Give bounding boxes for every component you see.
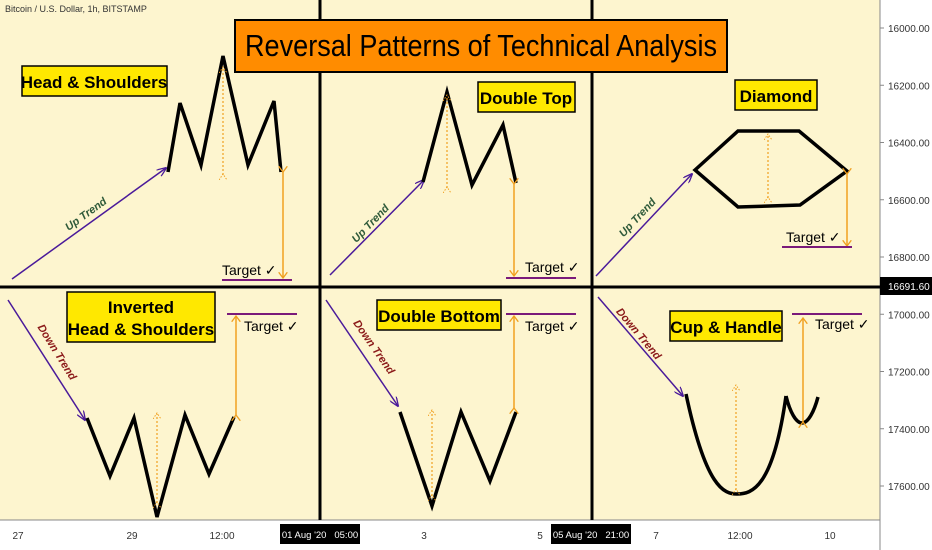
target-label: Target ✓ — [815, 316, 870, 332]
pattern-line — [166, 55, 283, 173]
pattern-label-box — [66, 291, 216, 343]
title-box — [234, 19, 728, 73]
time-tick-label: 29 — [126, 531, 138, 542]
price-tick-label: 17200.00 — [888, 368, 930, 379]
pattern-label-line-2: Head & Shoulders — [68, 320, 214, 339]
trend-arrow — [11, 168, 166, 280]
pattern-label: Double Top — [480, 89, 572, 108]
pattern-label-box — [376, 299, 502, 331]
pattern-label-box — [669, 310, 783, 342]
price-axis[interactable]: 17600.00 17400.00 17200.00 17000.00 16800.00… — [880, 24, 930, 493]
time-tick-label: 10 — [824, 531, 836, 542]
time-tick-label: 5 — [537, 531, 543, 542]
time-tick-label: 12:00 — [209, 531, 234, 542]
pattern-line — [85, 409, 236, 518]
time-axis[interactable]: 27 29 12:00 3 5 7 12:00 10 — [12, 531, 836, 542]
pattern-line — [421, 85, 518, 190]
panel-diamond: Diamond Up Trend Target ✓ — [595, 79, 852, 277]
time-axis-background — [0, 520, 880, 550]
price-tick-label: 16600.00 — [888, 196, 930, 207]
target-label: Target ✓ — [525, 259, 580, 275]
time-tick-label: 12:00 — [727, 531, 752, 542]
time-highlight-2 — [551, 524, 631, 544]
price-tick-label: 16000.00 — [888, 24, 930, 35]
pattern-label-box — [734, 79, 818, 111]
target-label: Target ✓ — [244, 318, 299, 334]
pattern-label: Cup & Handle — [670, 318, 781, 337]
time-highlight-label-2: 05 Aug '20 21:00 — [553, 530, 629, 541]
price-tick-label: 16200.00 — [888, 81, 930, 92]
price-tick-label: 16800.00 — [888, 253, 930, 264]
trend-arrow — [597, 296, 683, 396]
trend-arrow — [325, 299, 398, 406]
pattern-label-box — [21, 65, 168, 97]
time-tick-label: 7 — [653, 531, 659, 542]
panel-head-shoulders: Head & Shoulders Up Trend Target ✓ — [11, 55, 292, 281]
pattern-label: Diamond — [740, 87, 813, 106]
price-tick-label: 17400.00 — [888, 425, 930, 436]
pattern-label: Double Bottom — [378, 307, 500, 326]
price-tick-label: 16400.00 — [888, 139, 930, 150]
pattern-line — [398, 406, 518, 512]
trend-arrow — [7, 299, 85, 420]
current-price-badge — [880, 277, 932, 295]
pattern-label-line-1: Inverted — [108, 298, 174, 317]
time-tick-label: 3 — [421, 531, 427, 542]
target-label: Target ✓ — [525, 318, 580, 334]
panel-inverted-head-shoulders: Inverted Head & Shoulders Down Trend Tar… — [7, 291, 299, 518]
target-label: Target ✓ — [222, 262, 277, 278]
time-highlight-1 — [280, 524, 360, 544]
price-axis-background — [880, 0, 932, 550]
chart-title: Reversal Patterns of Technical Analysis — [245, 28, 717, 63]
symbol-header: Bitcoin / U.S. Dollar, 1h, BITSTAMP — [5, 4, 147, 14]
price-tick-label: 17000.00 — [888, 310, 930, 321]
target-label: Target ✓ — [786, 229, 841, 245]
pattern-label-box — [477, 81, 576, 113]
current-price-label: 16691.60 — [888, 282, 930, 293]
time-tick-label: 27 — [12, 531, 24, 542]
trend-arrow — [329, 180, 424, 276]
pattern-label: Head & Shoulders — [21, 73, 167, 92]
trend-arrow — [595, 174, 692, 277]
time-highlight-label-1: 01 Aug '20 05:00 — [282, 530, 358, 541]
price-tick-label: 17600.00 — [888, 482, 930, 493]
